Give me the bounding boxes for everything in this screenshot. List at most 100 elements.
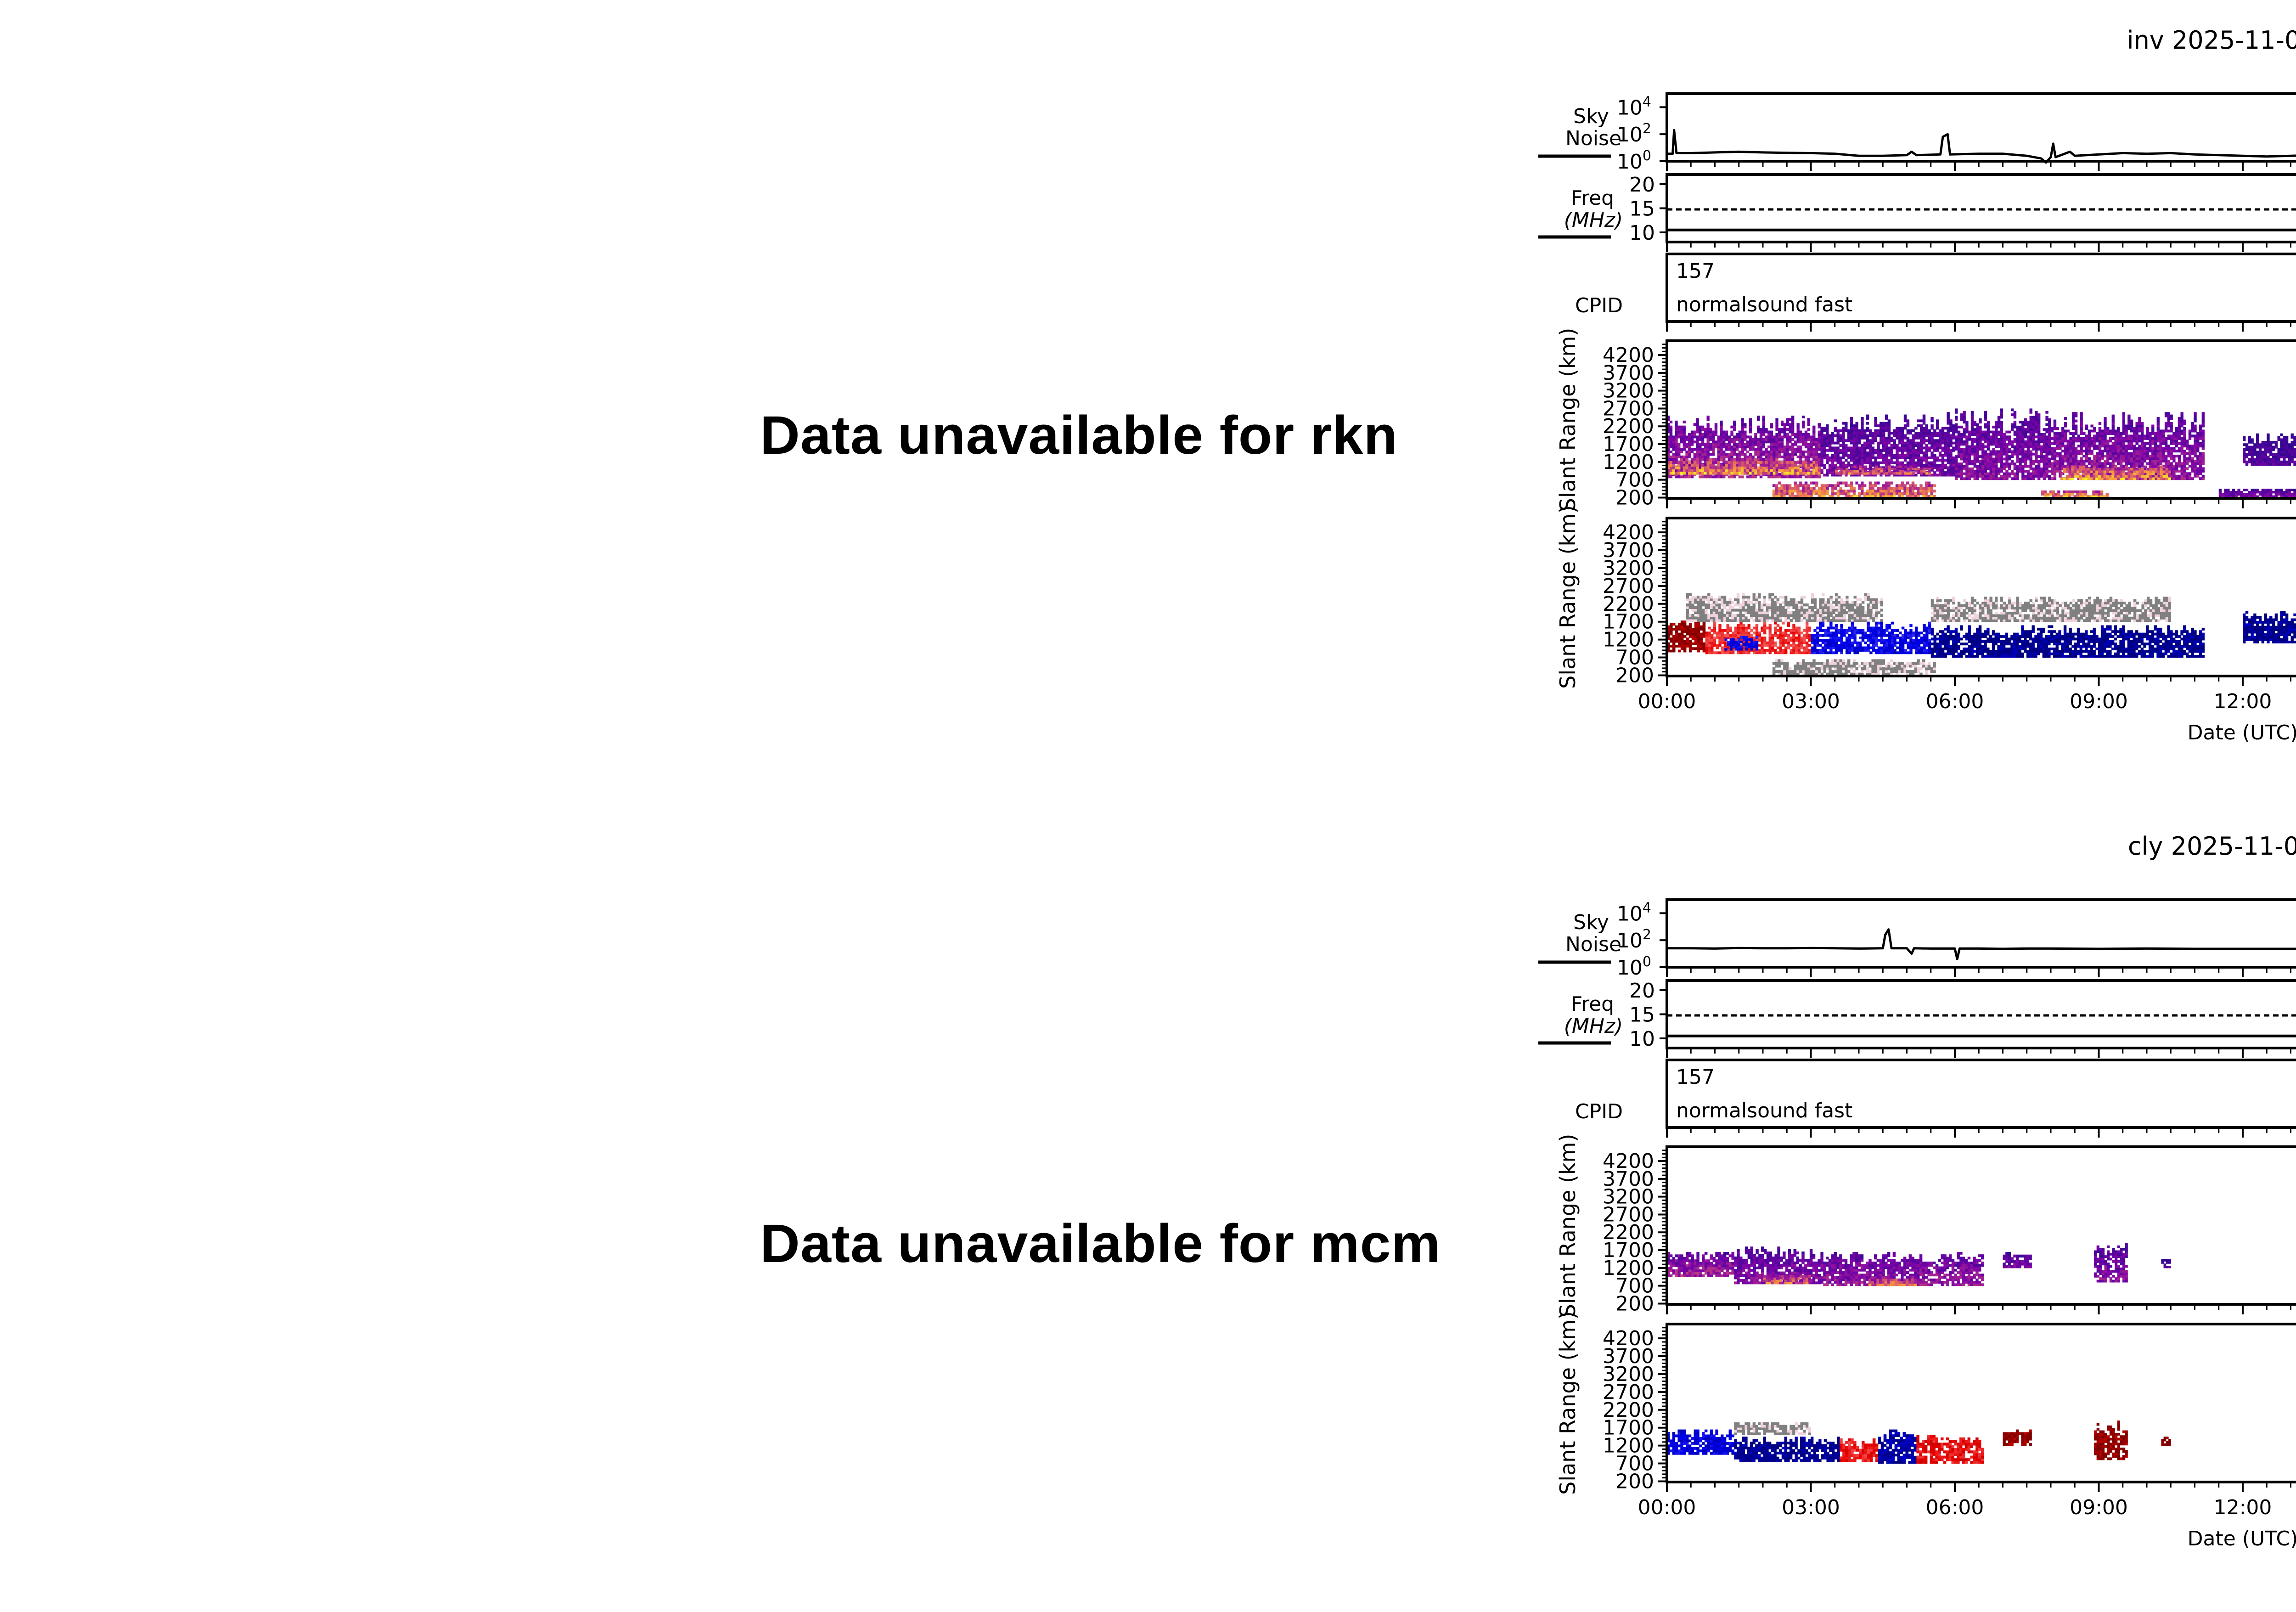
snr-scatter-blob <box>2243 433 2296 466</box>
vel-scatter-blob <box>1772 659 1936 676</box>
vel-scatter-blob <box>1811 621 1931 654</box>
y-tick-label: 100 <box>1617 954 1651 980</box>
vel-scatter-blob <box>1734 1437 1840 1462</box>
sky-noise-label: Noise <box>1565 933 1621 956</box>
freq-label: Freq <box>1571 992 1614 1016</box>
vel-scatter-blob <box>1916 1435 1984 1464</box>
y-tick-label: 3700 <box>1603 361 1654 385</box>
sky-noise-axes-frame <box>1666 898 2296 969</box>
vel-scatter-blob <box>2094 1420 2128 1460</box>
y-tick-label: 2700 <box>1603 575 1654 598</box>
vel-scatter-blob <box>1878 1429 1917 1464</box>
vel-scatter-blob <box>1667 620 1706 653</box>
vel-scatter-blob <box>1734 1422 1812 1435</box>
figure-title: cly 2025-11-05 Beam 7 <box>2128 832 2296 861</box>
snr-scatter-blob <box>2060 465 2171 480</box>
x-axis-label: Date (UTC) <box>2188 1527 2296 1550</box>
sky-noise-label: Noise <box>1565 127 1621 150</box>
cpid-name: normalsound fast <box>1676 293 1852 316</box>
y-tick-label: 104 <box>1617 94 1651 119</box>
sky-noise-label: Sky <box>1573 105 1609 128</box>
x-tick-label: 09:00 <box>2070 690 2128 713</box>
y-tick-label: 2200 <box>1603 592 1654 616</box>
y-tick-label: 3700 <box>1603 1345 1654 1368</box>
y-tick-label: 1700 <box>1603 433 1654 456</box>
sky-noise-line <box>1667 129 2296 164</box>
cpid-number: 157 <box>1676 1065 1715 1089</box>
sky-noise-axes-frame <box>1666 92 2296 163</box>
y-tick-label: 1700 <box>1603 610 1654 634</box>
vel-scatter-blob <box>1930 597 2171 622</box>
snr-scatter-blob <box>1667 1251 1734 1277</box>
vel-data <box>1667 1420 2171 1464</box>
y-tick-label: 100 <box>1617 148 1651 174</box>
y-tick-label: 3200 <box>1603 1363 1654 1386</box>
snr-scatter-blob <box>1667 458 1821 475</box>
cpid-label: CPID <box>1575 294 1623 317</box>
x-tick-label: 00:00 <box>1638 1496 1696 1519</box>
y-tick-label: 3700 <box>1603 539 1654 562</box>
y-tick-label: 1200 <box>1603 628 1654 652</box>
y-tick-label: 200 <box>1615 486 1654 509</box>
y-tick-label: 1200 <box>1603 1257 1654 1280</box>
x-tick-label: 12:00 <box>2214 1496 2272 1519</box>
y-tick-label: 4200 <box>1603 344 1654 367</box>
y-tick-label: 700 <box>1615 1452 1654 1476</box>
x-tick-label: 12:00 <box>2214 690 2272 713</box>
y-tick-label: 102 <box>1617 927 1651 953</box>
y-axis-label: Slant Range (km) <box>1555 505 1580 689</box>
y-tick-label: 700 <box>1615 1274 1654 1298</box>
x-tick-label: 03:00 <box>1782 690 1840 713</box>
y-tick-label: 2200 <box>1603 1221 1654 1244</box>
y-tick-label: 2200 <box>1603 415 1654 438</box>
freq-label-units: (MHz) <box>1564 1015 1623 1038</box>
y-axis-label: Slant Range (km) <box>1555 1311 1580 1495</box>
y-tick-label: 104 <box>1617 900 1651 925</box>
y-tick-label: 4200 <box>1603 1150 1654 1173</box>
snr-scatter-blob <box>1763 1275 1812 1285</box>
y-tick-label: 1700 <box>1603 1239 1654 1262</box>
vel-data <box>1667 593 2296 676</box>
y-tick-label: 1200 <box>1603 451 1654 474</box>
snr-scatter-blob <box>1955 408 2051 480</box>
x-axis-label: Date (UTC) <box>2188 721 2296 744</box>
vel-scatter-blob <box>1667 1429 1734 1455</box>
y-tick-label: 2700 <box>1603 397 1654 420</box>
y-tick-label: 3200 <box>1603 379 1654 403</box>
y-tick-label: 1700 <box>1603 1416 1654 1440</box>
y-tick-label: 200 <box>1615 1470 1654 1493</box>
snr-scatter-blob <box>1835 465 1931 475</box>
vel-scatter-blob <box>1930 625 2205 658</box>
vel-scatter-blob <box>2243 611 2296 643</box>
vel-scatter-blob <box>1840 1438 1879 1462</box>
snr-scatter-blob <box>2003 1251 2032 1268</box>
freq-label: Freq <box>1571 186 1614 210</box>
y-tick-label: 15 <box>1629 197 1655 221</box>
y-tick-label: 102 <box>1617 121 1651 147</box>
snr-scatter-blob <box>2041 490 2109 498</box>
x-tick-label: 09:00 <box>2070 1496 2128 1519</box>
cpid-number: 157 <box>1676 259 1715 283</box>
y-tick-label: 2700 <box>1603 1381 1654 1404</box>
snr-scatter-blob <box>1820 1251 1984 1286</box>
snr-scatter-blob <box>1868 1279 1917 1286</box>
y-axis-label: Slant Range (km) <box>1555 328 1580 512</box>
sky-noise-line <box>1667 928 2296 960</box>
y-axis-label: Slant Range (km) <box>1555 1134 1580 1318</box>
snr-scatter-blob <box>2051 412 2205 480</box>
y-tick-label: 2700 <box>1603 1203 1654 1226</box>
y-tick-label: 2200 <box>1603 1398 1654 1422</box>
snr-scatter-blob <box>2161 1259 2171 1268</box>
snr-data <box>1667 408 2296 498</box>
cpid-name: normalsound fast <box>1676 1099 1852 1122</box>
y-tick-label: 700 <box>1615 646 1654 670</box>
snr-scatter-blob <box>2094 1243 2128 1283</box>
figure-title: inv 2025-11-05 Beam 7 <box>2127 26 2296 55</box>
snr-scatter-blob <box>1772 481 1936 498</box>
vel-scatter-blob <box>1686 593 1883 622</box>
x-tick-label: 00:00 <box>1638 690 1696 713</box>
y-tick-label: 3700 <box>1603 1167 1654 1191</box>
